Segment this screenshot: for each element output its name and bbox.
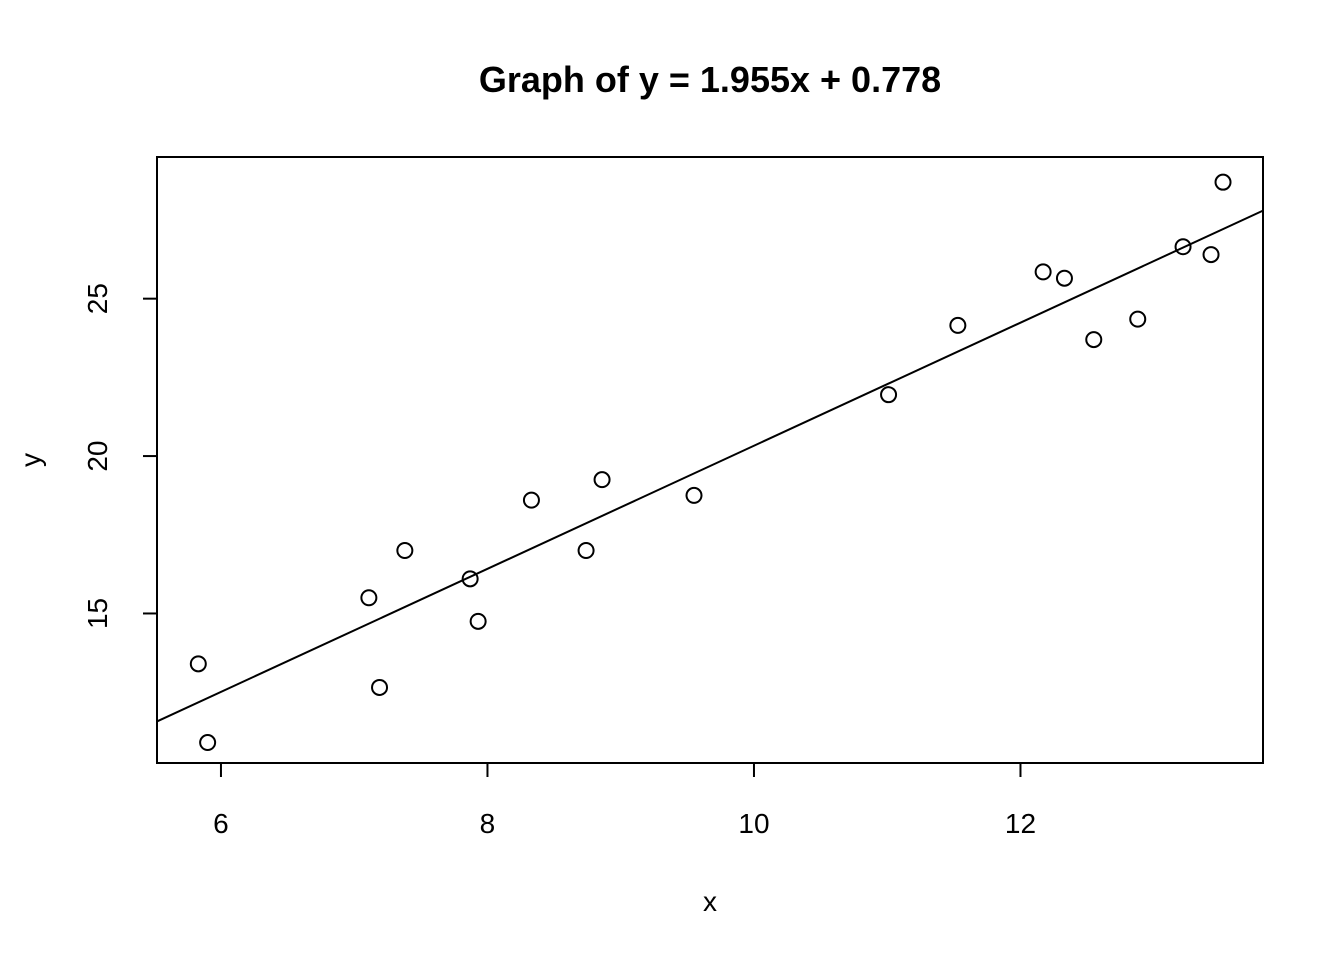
data-point: [593, 471, 611, 489]
y-tick-label: 15: [82, 598, 113, 629]
data-point: [1202, 246, 1220, 264]
data-point: [1034, 263, 1052, 281]
data-point: [1214, 173, 1232, 191]
data-point: [880, 386, 898, 404]
y-axis: 15 20 25: [82, 283, 158, 629]
chart-title: Graph of y = 1.955x + 0.778: [479, 59, 941, 100]
data-point: [685, 486, 703, 504]
data-point: [189, 655, 207, 673]
data-point: [1085, 331, 1103, 349]
y-tick-label: 25: [82, 283, 113, 314]
regression-line: [156, 209, 1264, 723]
x-axis-label: x: [703, 886, 717, 917]
data-point: [1129, 310, 1147, 328]
data-point: [1174, 238, 1192, 256]
plot-area: [156, 173, 1264, 752]
x-tick-label: 12: [1005, 808, 1036, 839]
x-tick-label: 6: [213, 808, 229, 839]
data-point: [1055, 269, 1073, 287]
y-tick-label: 20: [82, 440, 113, 471]
data-point: [949, 316, 967, 334]
plot-frame: [156, 156, 1264, 764]
data-point: [469, 612, 487, 630]
y-axis-label: y: [15, 453, 46, 467]
data-point: [396, 542, 414, 560]
data-point: [199, 734, 217, 752]
data-point: [360, 589, 378, 607]
data-point: [522, 491, 540, 509]
data-point: [577, 542, 595, 560]
x-tick-label: 10: [738, 808, 769, 839]
data-point: [461, 570, 479, 588]
x-axis: 6 8 10 12: [213, 762, 1036, 839]
data-point: [371, 678, 389, 696]
x-tick-label: 8: [480, 808, 496, 839]
